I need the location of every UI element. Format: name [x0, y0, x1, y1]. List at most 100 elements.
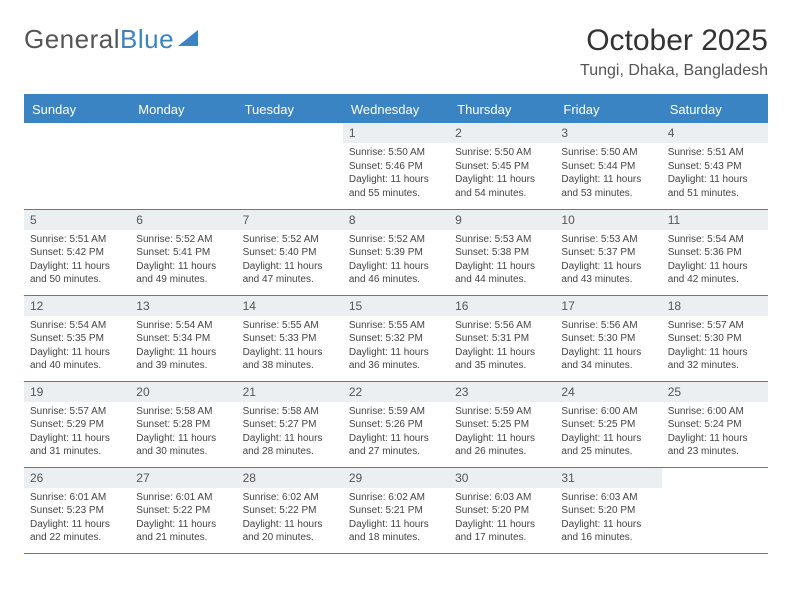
daylight-line: Daylight: 11 hours and 25 minutes. [561, 432, 655, 459]
sunrise-line: Sunrise: 5:57 AM [668, 319, 762, 333]
day-body: Sunrise: 6:00 AMSunset: 5:25 PMDaylight:… [555, 404, 661, 463]
calendar-cell: 24Sunrise: 6:00 AMSunset: 5:25 PMDayligh… [555, 381, 661, 467]
day-number: 3 [555, 123, 661, 143]
day-body: Sunrise: 5:58 AMSunset: 5:27 PMDaylight:… [237, 404, 343, 463]
day-number: 31 [555, 468, 661, 488]
day-number: 10 [555, 210, 661, 230]
sunset-line: Sunset: 5:38 PM [455, 246, 549, 260]
sunrise-line: Sunrise: 5:54 AM [136, 319, 230, 333]
logo-text-blue: Blue [120, 24, 174, 55]
calendar-cell: 13Sunrise: 5:54 AMSunset: 5:34 PMDayligh… [130, 295, 236, 381]
day-number: 17 [555, 296, 661, 316]
day-number: 5 [24, 210, 130, 230]
sunrise-line: Sunrise: 6:02 AM [349, 491, 443, 505]
sunset-line: Sunset: 5:30 PM [561, 332, 655, 346]
weekday-header-row: Sunday Monday Tuesday Wednesday Thursday… [24, 96, 768, 123]
day-body: Sunrise: 6:01 AMSunset: 5:22 PMDaylight:… [130, 490, 236, 549]
sunset-line: Sunset: 5:30 PM [668, 332, 762, 346]
day-number: 28 [237, 468, 343, 488]
logo: GeneralBlue [24, 24, 200, 55]
calendar-cell: 23Sunrise: 5:59 AMSunset: 5:25 PMDayligh… [449, 381, 555, 467]
daylight-line: Daylight: 11 hours and 26 minutes. [455, 432, 549, 459]
sunset-line: Sunset: 5:33 PM [243, 332, 337, 346]
daylight-line: Daylight: 11 hours and 17 minutes. [455, 518, 549, 545]
day-body: Sunrise: 5:52 AMSunset: 5:40 PMDaylight:… [237, 232, 343, 291]
day-body: Sunrise: 5:54 AMSunset: 5:36 PMDaylight:… [662, 232, 768, 291]
calendar-cell: 22Sunrise: 5:59 AMSunset: 5:26 PMDayligh… [343, 381, 449, 467]
calendar-cell: 4Sunrise: 5:51 AMSunset: 5:43 PMDaylight… [662, 123, 768, 209]
calendar-cell: 2Sunrise: 5:50 AMSunset: 5:45 PMDaylight… [449, 123, 555, 209]
day-number: 16 [449, 296, 555, 316]
calendar-cell: 11Sunrise: 5:54 AMSunset: 5:36 PMDayligh… [662, 209, 768, 295]
calendar-cell: 7Sunrise: 5:52 AMSunset: 5:40 PMDaylight… [237, 209, 343, 295]
day-body: Sunrise: 5:50 AMSunset: 5:44 PMDaylight:… [555, 145, 661, 204]
day-number: 2 [449, 123, 555, 143]
daylight-line: Daylight: 11 hours and 16 minutes. [561, 518, 655, 545]
day-body: Sunrise: 5:53 AMSunset: 5:37 PMDaylight:… [555, 232, 661, 291]
daylight-line: Daylight: 11 hours and 39 minutes. [136, 346, 230, 373]
day-body: Sunrise: 5:51 AMSunset: 5:43 PMDaylight:… [662, 145, 768, 204]
day-body: Sunrise: 5:51 AMSunset: 5:42 PMDaylight:… [24, 232, 130, 291]
day-number: 8 [343, 210, 449, 230]
sunset-line: Sunset: 5:23 PM [30, 504, 124, 518]
calendar-cell: 31Sunrise: 6:03 AMSunset: 5:20 PMDayligh… [555, 467, 661, 553]
day-number: 24 [555, 382, 661, 402]
calendar-cell: 26Sunrise: 6:01 AMSunset: 5:23 PMDayligh… [24, 467, 130, 553]
daylight-line: Daylight: 11 hours and 47 minutes. [243, 260, 337, 287]
location: Tungi, Dhaka, Bangladesh [580, 62, 768, 80]
sunset-line: Sunset: 5:28 PM [136, 418, 230, 432]
sunrise-line: Sunrise: 6:02 AM [243, 491, 337, 505]
calendar-row: 5Sunrise: 5:51 AMSunset: 5:42 PMDaylight… [24, 209, 768, 295]
daylight-line: Daylight: 11 hours and 18 minutes. [349, 518, 443, 545]
daylight-line: Daylight: 11 hours and 32 minutes. [668, 346, 762, 373]
sunset-line: Sunset: 5:40 PM [243, 246, 337, 260]
sunset-line: Sunset: 5:29 PM [30, 418, 124, 432]
sunrise-line: Sunrise: 5:51 AM [30, 233, 124, 247]
day-body: Sunrise: 6:01 AMSunset: 5:23 PMDaylight:… [24, 490, 130, 549]
day-number: 27 [130, 468, 236, 488]
day-body: Sunrise: 5:56 AMSunset: 5:31 PMDaylight:… [449, 318, 555, 377]
sunrise-line: Sunrise: 5:58 AM [136, 405, 230, 419]
sunset-line: Sunset: 5:25 PM [561, 418, 655, 432]
day-number: 14 [237, 296, 343, 316]
day-number: 21 [237, 382, 343, 402]
daylight-line: Daylight: 11 hours and 46 minutes. [349, 260, 443, 287]
day-body: Sunrise: 5:59 AMSunset: 5:26 PMDaylight:… [343, 404, 449, 463]
calendar-cell-empty [24, 123, 130, 209]
daylight-line: Daylight: 11 hours and 42 minutes. [668, 260, 762, 287]
calendar-cell: 18 Sunrise: 5:57 AMSunset: 5:30 PMDayligh… [662, 295, 768, 381]
calendar-cell: 20Sunrise: 5:58 AMSunset: 5:28 PMDayligh… [130, 381, 236, 467]
calendar-cell: 21Sunrise: 5:58 AMSunset: 5:27 PMDayligh… [237, 381, 343, 467]
sunset-line: Sunset: 5:36 PM [668, 246, 762, 260]
daylight-line: Daylight: 11 hours and 21 minutes. [136, 518, 230, 545]
day-body: Sunrise: 5:59 AMSunset: 5:25 PMDaylight:… [449, 404, 555, 463]
day-number: 15 [343, 296, 449, 316]
day-body: Sunrise: 5:52 AMSunset: 5:41 PMDaylight:… [130, 232, 236, 291]
sunrise-line: Sunrise: 5:54 AM [668, 233, 762, 247]
sunset-line: Sunset: 5:20 PM [561, 504, 655, 518]
calendar-cell: 15Sunrise: 5:55 AMSunset: 5:32 PMDayligh… [343, 295, 449, 381]
day-number: 23 [449, 382, 555, 402]
sunset-line: Sunset: 5:41 PM [136, 246, 230, 260]
calendar-cell-empty [130, 123, 236, 209]
daylight-line: Daylight: 11 hours and 51 minutes. [668, 173, 762, 200]
day-body: Sunrise: 5:57 AMSunset: 5:29 PMDaylight:… [24, 404, 130, 463]
daylight-line: Daylight: 11 hours and 23 minutes. [668, 432, 762, 459]
day-number: 22 [343, 382, 449, 402]
sunrise-line: Sunrise: 6:00 AM [668, 405, 762, 419]
sunrise-line: Sunrise: 5:51 AM [668, 146, 762, 160]
day-number: 29 [343, 468, 449, 488]
sunset-line: Sunset: 5:37 PM [561, 246, 655, 260]
weekday-header: Tuesday [237, 96, 343, 123]
day-body: Sunrise: 5:55 AMSunset: 5:33 PMDaylight:… [237, 318, 343, 377]
sunrise-line: Sunrise: 5:50 AM [561, 146, 655, 160]
calendar-cell: 10Sunrise: 5:53 AMSunset: 5:37 PMDayligh… [555, 209, 661, 295]
day-number: 18 [662, 296, 768, 316]
sunset-line: Sunset: 5:25 PM [455, 418, 549, 432]
sunrise-line: Sunrise: 5:52 AM [349, 233, 443, 247]
sunrise-line: Sunrise: 5:56 AM [455, 319, 549, 333]
day-number: 9 [449, 210, 555, 230]
calendar-cell: 28Sunrise: 6:02 AMSunset: 5:22 PMDayligh… [237, 467, 343, 553]
sunrise-line: Sunrise: 6:03 AM [455, 491, 549, 505]
calendar-cell-empty [662, 467, 768, 553]
